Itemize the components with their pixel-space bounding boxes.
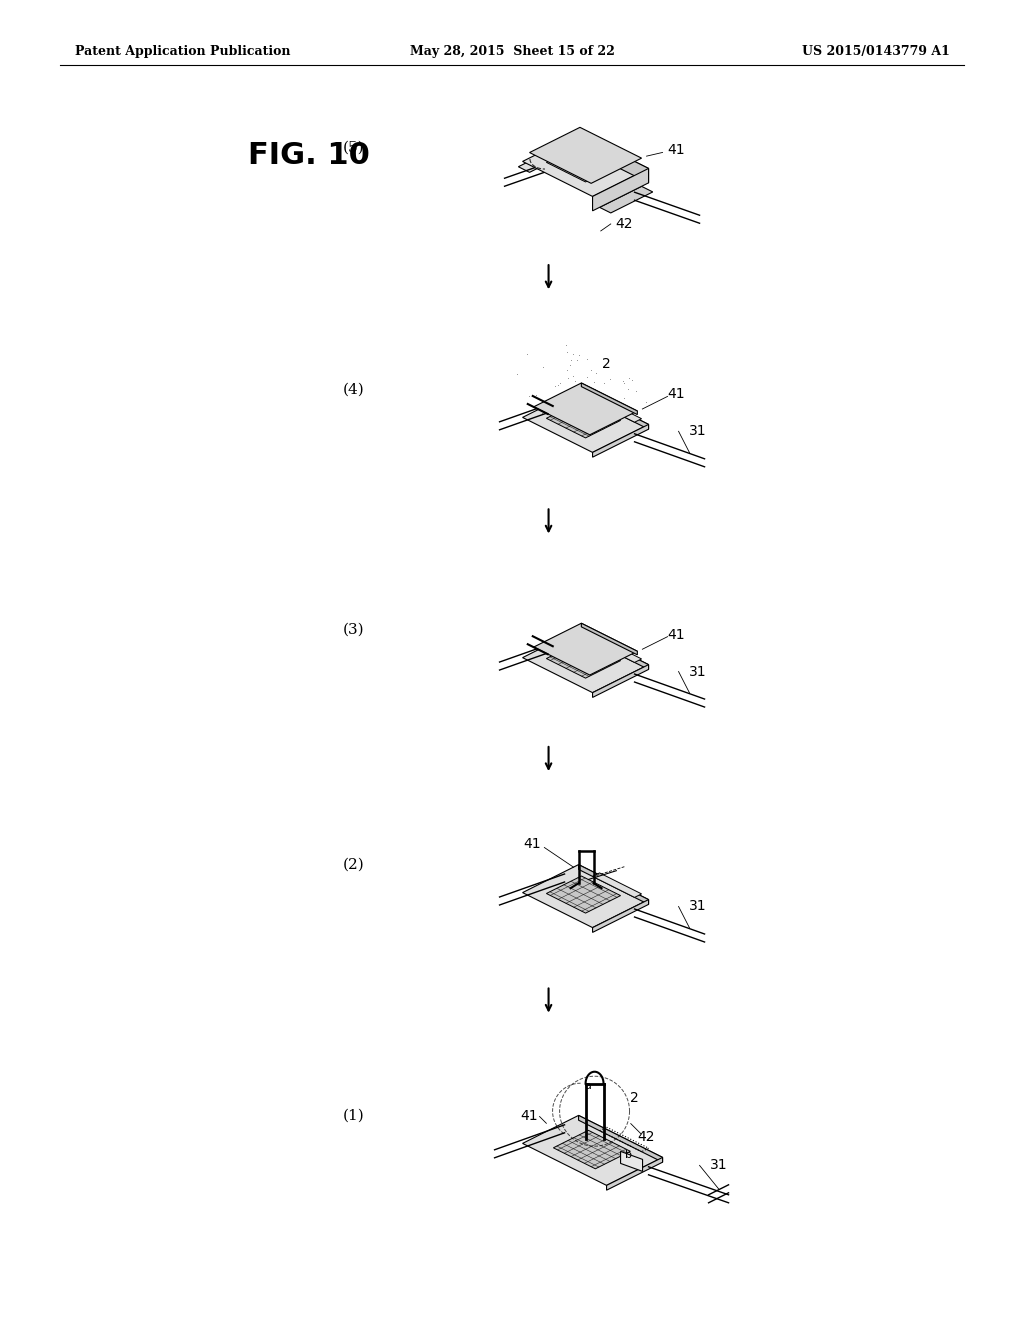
Polygon shape [593,397,642,422]
Text: 41: 41 [668,387,685,401]
Polygon shape [529,127,642,183]
Text: 31: 31 [688,664,707,678]
Text: 41: 41 [668,144,685,157]
Polygon shape [522,389,648,453]
Polygon shape [606,1158,663,1191]
Polygon shape [534,383,637,434]
Polygon shape [579,630,648,669]
Text: 31: 31 [688,424,707,438]
Text: (5): (5) [342,141,365,154]
Polygon shape [593,638,642,663]
Text: 41: 41 [668,627,685,642]
Polygon shape [579,389,648,429]
Text: b: b [625,1151,632,1160]
Text: (3): (3) [342,623,365,636]
Text: 41: 41 [521,1110,539,1123]
Polygon shape [593,169,648,211]
Text: May 28, 2015  Sheet 15 of 22: May 28, 2015 Sheet 15 of 22 [410,45,614,58]
Text: (2): (2) [342,858,365,871]
Polygon shape [582,623,637,655]
Polygon shape [522,1115,663,1185]
Polygon shape [600,186,652,213]
Text: 31: 31 [688,899,707,913]
Polygon shape [522,133,648,197]
Polygon shape [579,133,648,183]
Polygon shape [579,1115,663,1162]
Text: 42: 42 [615,216,633,231]
Polygon shape [518,145,571,173]
Text: a: a [584,1081,591,1090]
Polygon shape [621,1151,643,1171]
Polygon shape [593,665,648,697]
Polygon shape [593,873,642,898]
Text: Patent Application Publication: Patent Application Publication [75,45,291,58]
Polygon shape [593,425,648,457]
Polygon shape [522,630,648,693]
Polygon shape [547,642,621,678]
Text: FIG. 10: FIG. 10 [248,140,370,169]
Polygon shape [534,623,637,675]
Text: US 2015/0143779 A1: US 2015/0143779 A1 [802,45,950,58]
Polygon shape [582,383,637,414]
Polygon shape [553,1130,631,1168]
Polygon shape [547,401,621,438]
Text: (1): (1) [342,1109,365,1122]
Text: (4): (4) [342,383,365,396]
Polygon shape [522,865,648,928]
Polygon shape [547,145,621,182]
Polygon shape [579,865,648,904]
Text: 2: 2 [631,1090,639,1105]
Polygon shape [547,876,621,913]
Text: 42: 42 [637,1130,654,1143]
Text: 31: 31 [710,1159,727,1172]
Text: 41: 41 [523,837,541,851]
Polygon shape [593,900,648,932]
Text: 2: 2 [602,358,611,371]
